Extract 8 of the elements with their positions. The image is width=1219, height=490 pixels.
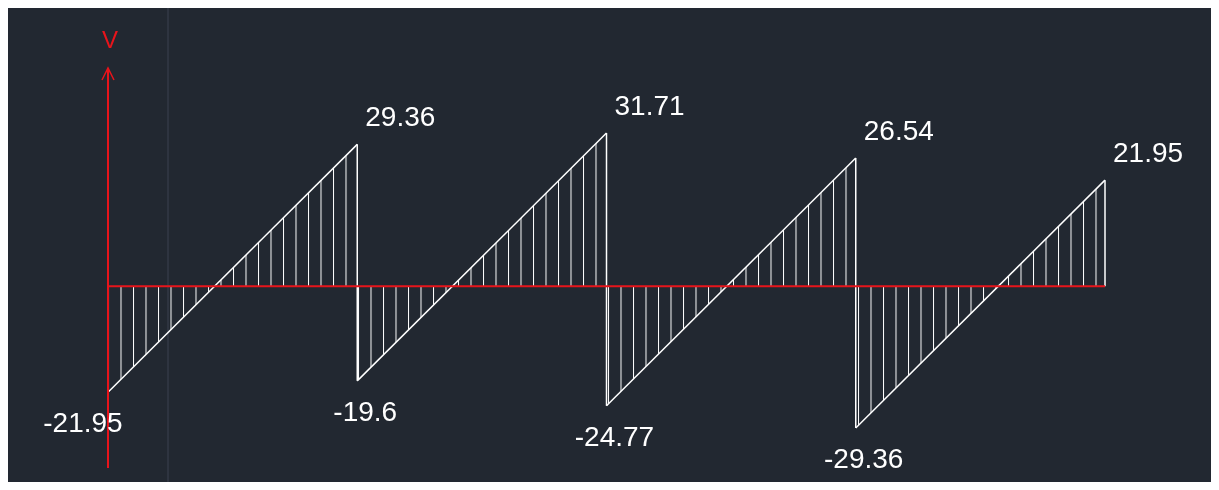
data-label: 29.36 [365,101,436,133]
y-axis-title: V [101,26,119,53]
data-label: -19.6 [333,395,398,427]
data-label: 21.95 [1113,137,1184,169]
data-label: -24.77 [574,420,655,452]
data-label: -29.36 [824,443,904,474]
data-label: 26.54 [863,114,934,146]
data-label: 31.71 [614,90,685,121]
